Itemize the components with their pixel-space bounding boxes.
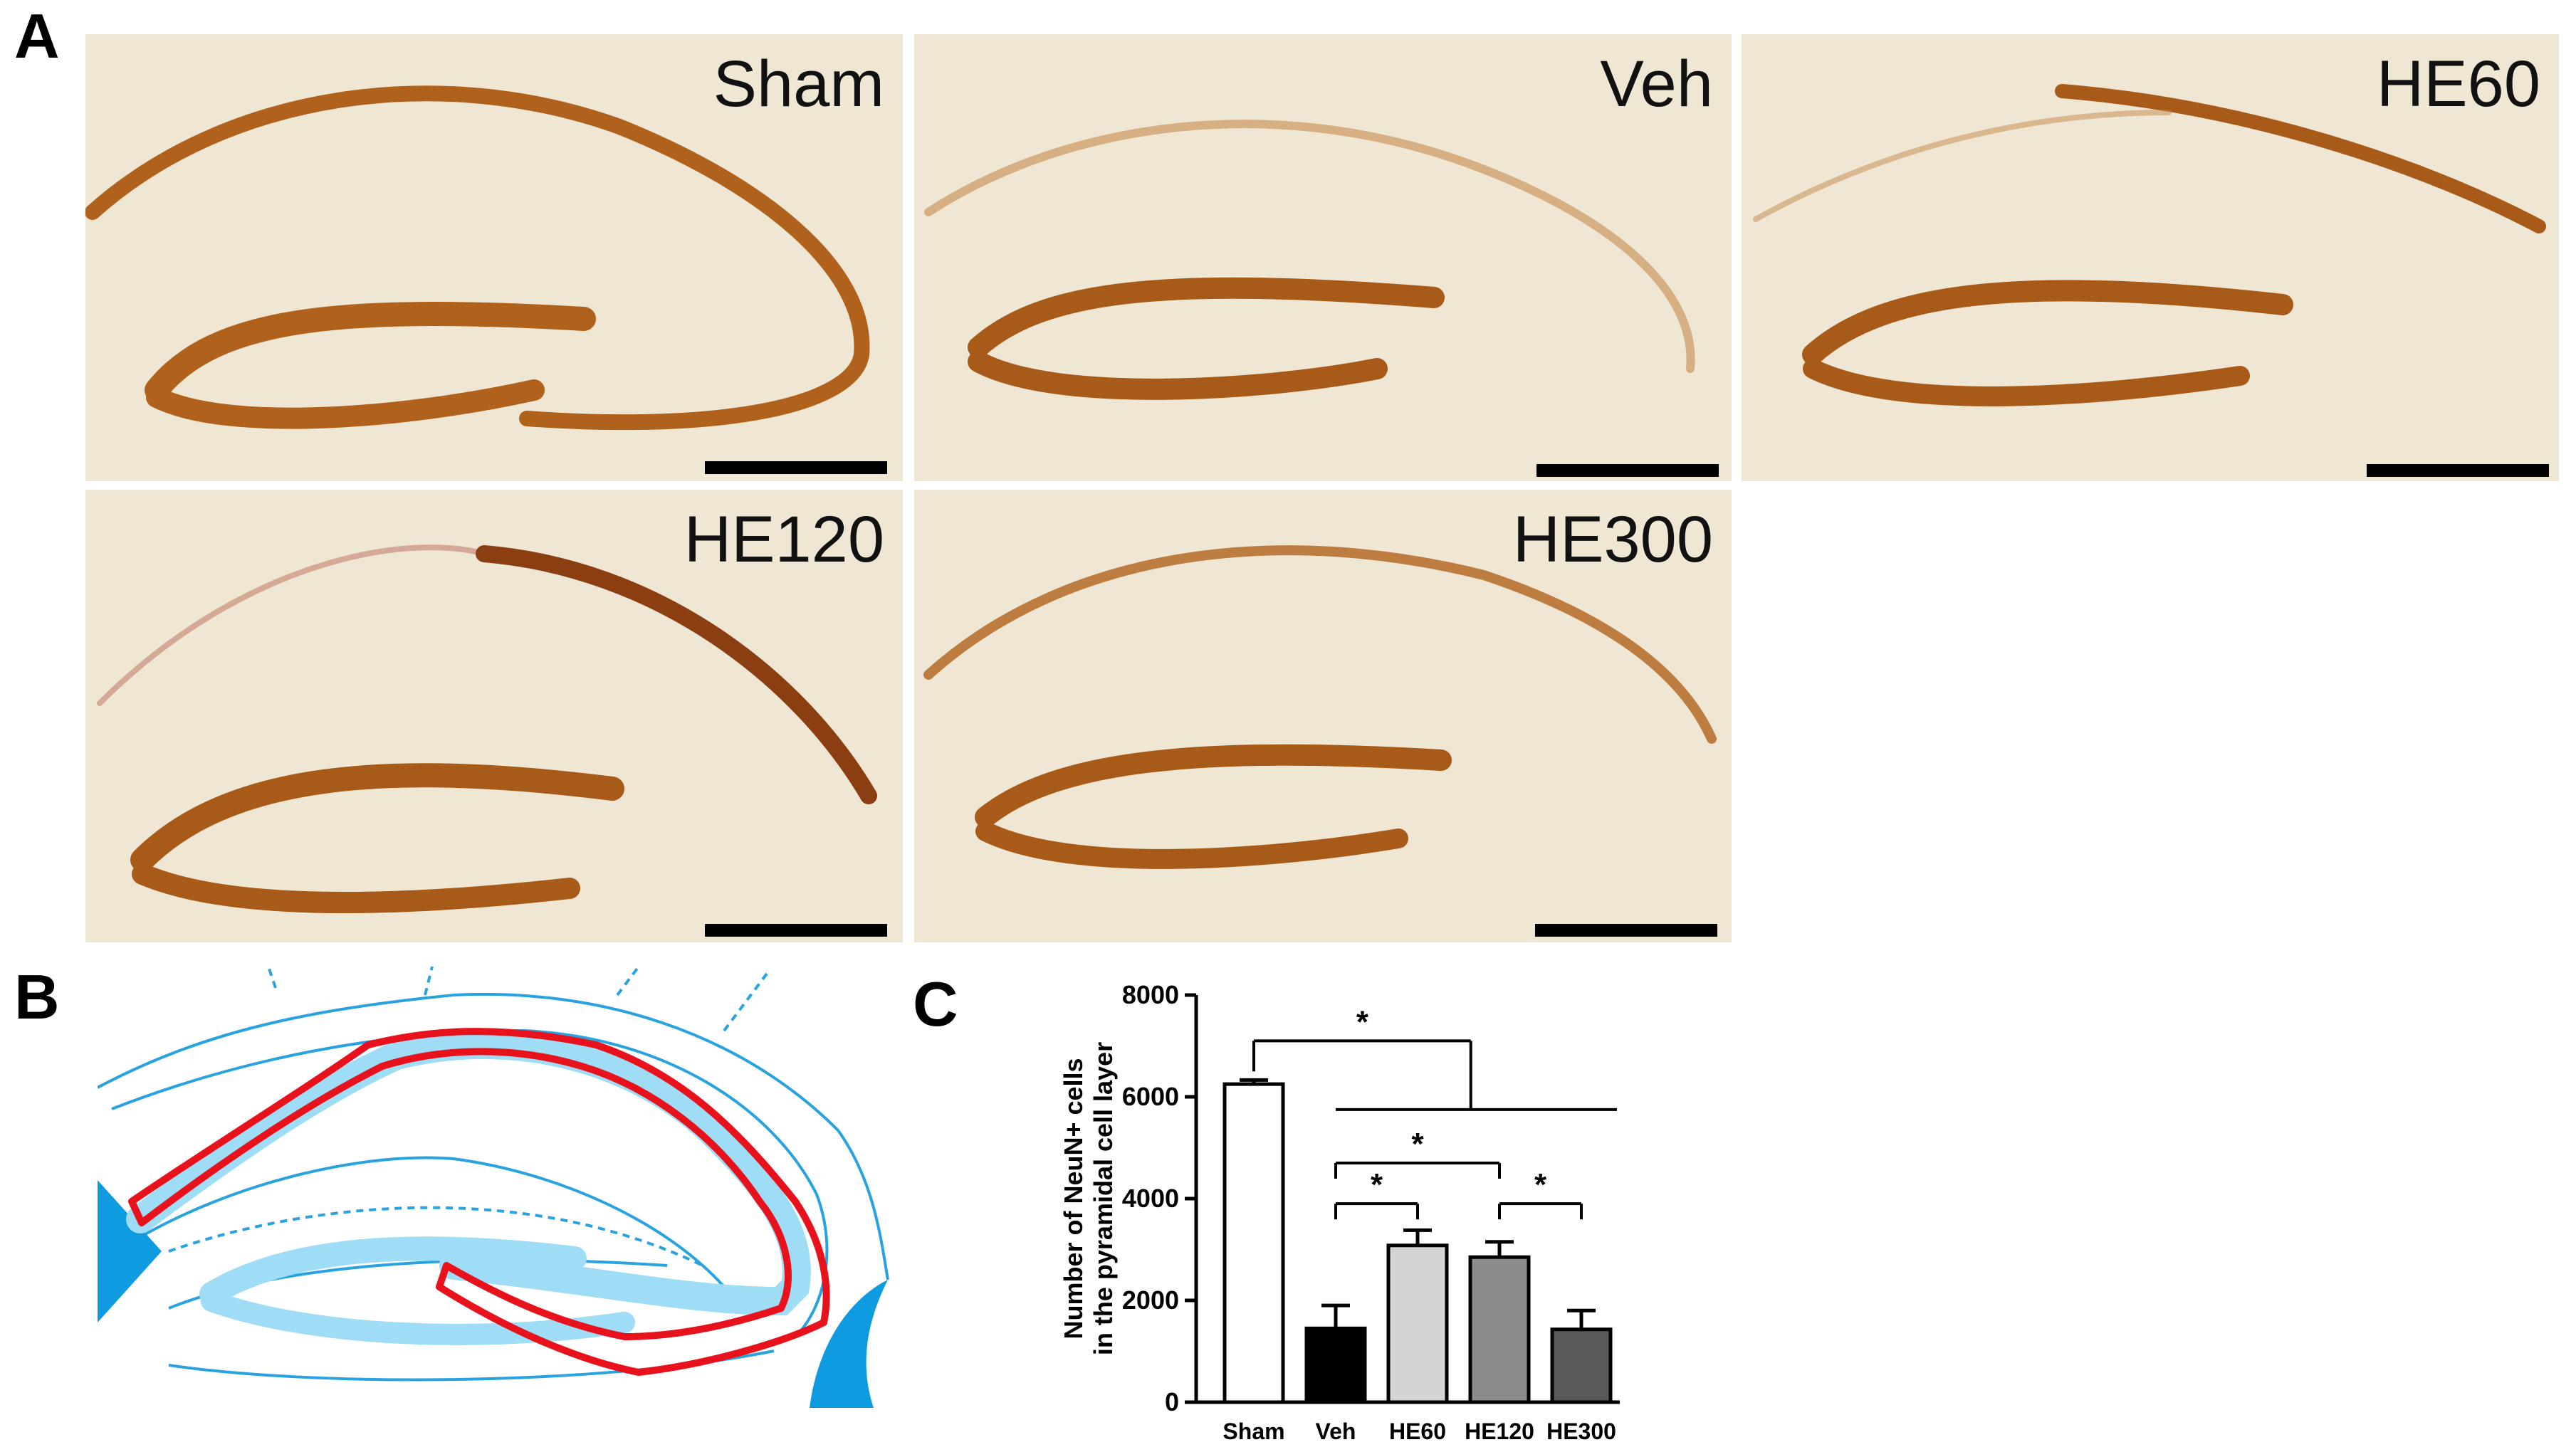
micrograph-label: Veh [1600,48,1713,120]
y-axis-label-line: in the pyramidal cell layer [1089,1042,1118,1355]
micrograph-sham: Sham [85,34,903,481]
scale-bar [1536,464,1719,477]
hippocampus-schematic [98,967,889,1408]
neun-bar-chart: Number of NeuN+ cells in the pyramidal ce… [1059,980,1620,1444]
micrograph-veh: Veh [914,34,1732,481]
scale-bar [2367,464,2549,477]
x-tick-label: HE300 [1546,1419,1616,1444]
x-tick-label: Sham [1222,1419,1284,1444]
y-tick-label: 8000 [1122,980,1179,1009]
micrograph-label: HE120 [684,503,884,576]
pyramidal-layer-outline [128,1028,830,1376]
significance-star: * [1534,1167,1547,1202]
micrograph-label: Sham [713,48,884,120]
ventricle-right [810,1280,888,1408]
hippocampus-stain-image [97,544,877,913]
bar-he300 [1550,1327,1613,1404]
y-axis-label-line: Number of NeuN+ cells [1059,1058,1088,1339]
significance-brackets: * * * * [1252,1004,1617,1220]
pyramidal-layer [126,1030,811,1316]
dentate-gyrus-lower [201,1290,635,1345]
y-tick-label: 0 [1165,1387,1179,1416]
bar-sham [1222,1082,1285,1404]
x-tick-label: HE60 [1389,1419,1446,1444]
chart-bars [1222,1078,1613,1404]
scale-bar [1535,924,1717,937]
chart-axes: 0 2000 4000 6000 8000 Sham Veh HE60 HE120 HE300 [1122,980,1620,1444]
ventricle-left [98,1180,162,1322]
bar-veh [1304,1326,1367,1404]
hippocampus-stain-image [1753,84,2546,406]
y-tick-label: 6000 [1122,1082,1179,1111]
hippocampus-stain-image [924,120,1695,400]
hippocampus-stain-image [923,545,1717,869]
panel-label-c: C [913,969,958,1039]
micrograph-label: HE300 [1512,503,1713,576]
scale-bar [705,924,887,937]
micrograph-he60: HE60 [1742,34,2559,481]
bar-he60 [1386,1243,1449,1404]
panel-label-b: B [14,962,60,1032]
micrograph-label: HE60 [2376,48,2540,120]
y-tick-label: 4000 [1122,1184,1179,1213]
significance-star: * [1411,1127,1424,1162]
scale-bar [705,461,887,474]
hippocampus-stain-image [85,85,870,431]
x-tick-label: Veh [1316,1419,1356,1444]
significance-star: * [1356,1004,1369,1039]
micrograph-he300: HE300 [914,490,1732,942]
x-tick-label: HE120 [1465,1419,1534,1444]
significance-star: * [1371,1167,1383,1202]
dentate-gyrus-upper [199,1236,587,1306]
y-tick-label: 2000 [1122,1285,1179,1315]
bar-he120 [1468,1255,1531,1404]
micrograph-he120: HE120 [85,490,903,942]
y-axis-label: Number of NeuN+ cells in the pyramidal ce… [1059,1042,1118,1355]
panel-label-a: A [14,1,60,71]
